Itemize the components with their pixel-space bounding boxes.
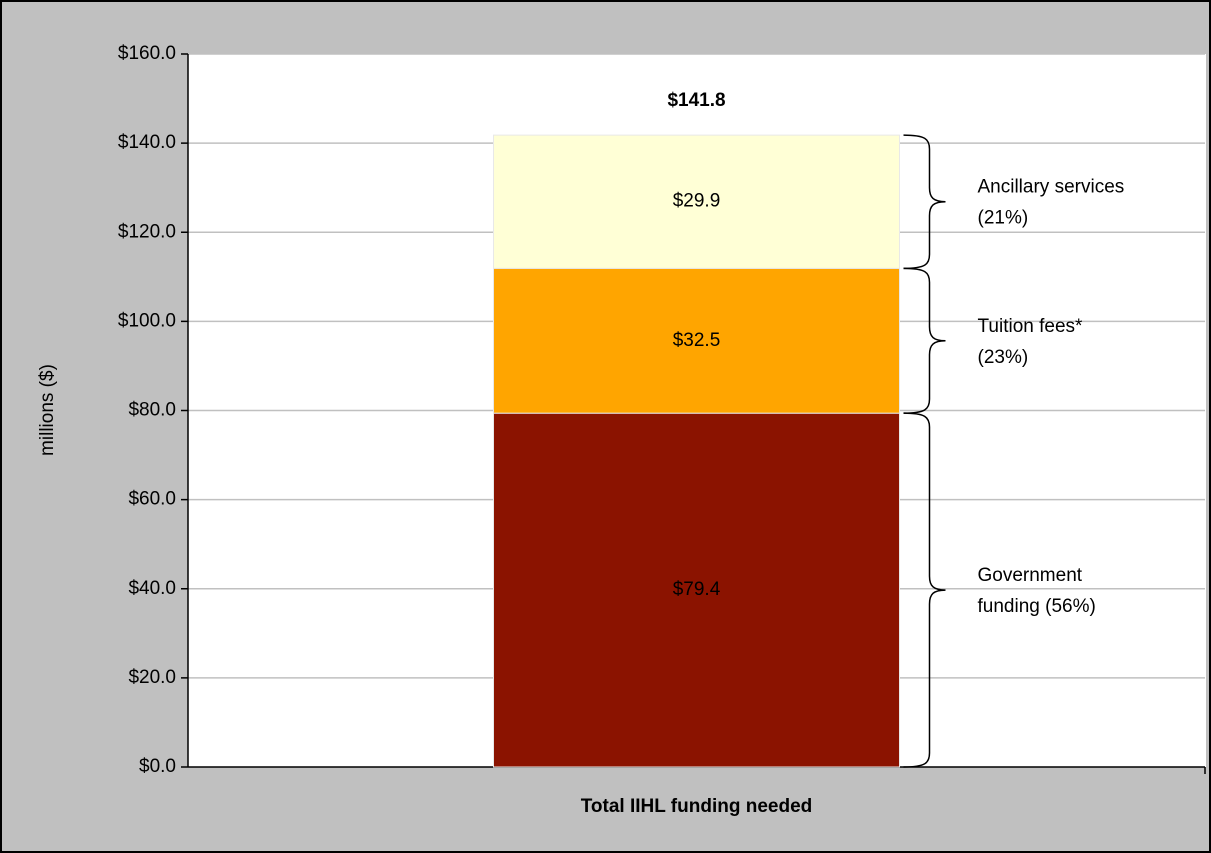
- y-tick-label: $0.0: [139, 756, 176, 777]
- brace-label: funding (56%): [978, 596, 1096, 617]
- y-tick-label: $20.0: [128, 667, 176, 688]
- y-tick-label: $60.0: [128, 489, 176, 510]
- brace: [903, 412, 946, 768]
- bar-segment: [493, 412, 900, 768]
- value-label: $32.5: [673, 330, 721, 351]
- y-tick-label: $40.0: [128, 578, 176, 599]
- brace: [903, 267, 946, 414]
- value-label: $29.9: [673, 191, 721, 212]
- y-tick-label: $100.0: [118, 310, 176, 331]
- value-label: $79.4: [673, 579, 721, 600]
- y-tick-label: $160.0: [118, 43, 176, 64]
- brace-label: Tuition fees*: [978, 316, 1084, 337]
- y-tick-label: $140.0: [118, 132, 176, 153]
- brace-label: Ancillary services: [978, 177, 1125, 198]
- bar-segment: [493, 134, 900, 269]
- brace: [903, 134, 946, 270]
- y-tick-label: $80.0: [128, 400, 176, 421]
- brace-label: (23%): [978, 347, 1029, 368]
- bar-segment: [493, 267, 900, 414]
- y-axis-label: millions ($): [37, 364, 58, 456]
- total-label: $141.8: [667, 90, 725, 111]
- y-tick-label: $120.0: [118, 221, 176, 242]
- brace-label: Government: [978, 565, 1083, 586]
- x-tick-label: Total IIHL funding needed: [581, 796, 813, 817]
- brace-label: (21%): [978, 208, 1029, 229]
